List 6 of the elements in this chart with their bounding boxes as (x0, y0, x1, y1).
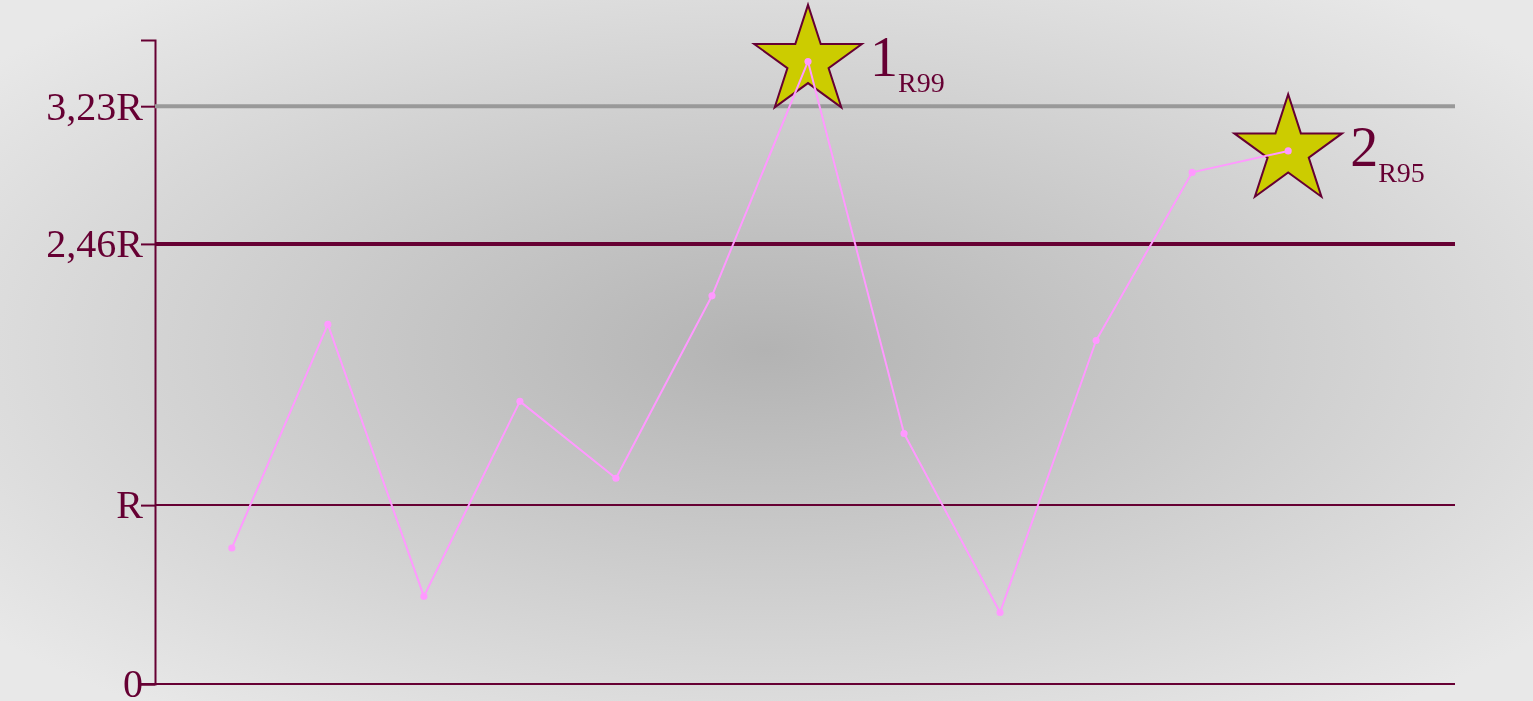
text: 2$_{R95}$ (1350, 115, 1425, 188)
y-tick-label: 3,23R (46, 83, 144, 129)
annotation: 1$_{R99}$ (870, 26, 945, 98)
y-tick-label: R (116, 482, 144, 528)
y-tick-label: 0 (123, 661, 143, 701)
y-tick-label: 2,46R (46, 221, 144, 267)
